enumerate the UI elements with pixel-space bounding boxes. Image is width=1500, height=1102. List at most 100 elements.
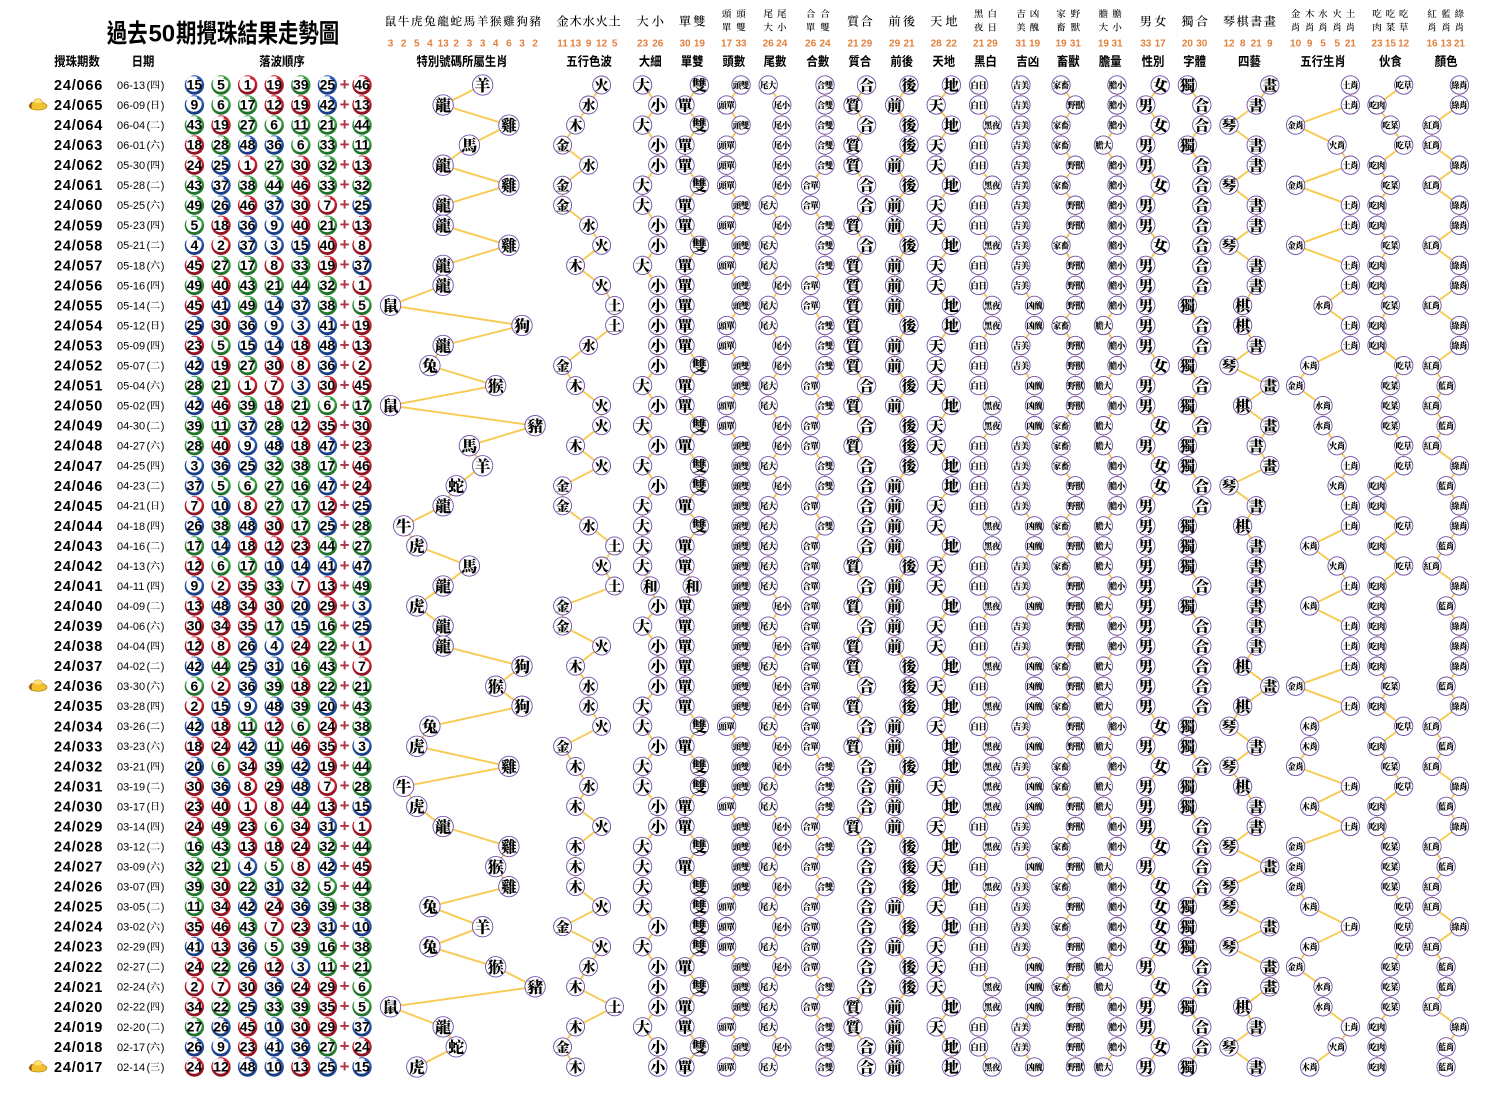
svg-text:+: + bbox=[340, 756, 350, 775]
svg-text:43: 43 bbox=[240, 277, 256, 293]
svg-text:28: 28 bbox=[354, 518, 370, 534]
svg-text:24/021: 24/021 bbox=[54, 980, 103, 996]
svg-text:(: ( bbox=[147, 120, 151, 132]
svg-text:20: 20 bbox=[187, 758, 203, 774]
svg-text:23: 23 bbox=[354, 437, 370, 453]
svg-text:39: 39 bbox=[266, 758, 282, 774]
svg-text:37: 37 bbox=[240, 417, 256, 433]
svg-text:39: 39 bbox=[293, 77, 309, 93]
svg-text:23: 23 bbox=[187, 337, 203, 353]
svg-text:40: 40 bbox=[213, 798, 229, 814]
svg-text:25: 25 bbox=[213, 157, 229, 173]
svg-text:39: 39 bbox=[293, 938, 309, 954]
svg-text:02-14: 02-14 bbox=[117, 1062, 145, 1074]
svg-text:2: 2 bbox=[453, 39, 459, 50]
svg-text:41: 41 bbox=[320, 558, 336, 574]
svg-text:(: ( bbox=[147, 962, 151, 974]
svg-text:24/056: 24/056 bbox=[54, 278, 103, 294]
svg-text:+: + bbox=[340, 576, 350, 595]
svg-text:42: 42 bbox=[293, 758, 309, 774]
svg-text:25: 25 bbox=[320, 518, 336, 534]
svg-text:): ) bbox=[161, 280, 165, 292]
svg-text:1: 1 bbox=[244, 77, 252, 93]
svg-text:17: 17 bbox=[1155, 39, 1167, 50]
svg-text:38: 38 bbox=[354, 718, 370, 734]
svg-text:27: 27 bbox=[354, 538, 370, 554]
svg-text:40: 40 bbox=[213, 437, 229, 453]
svg-text:49: 49 bbox=[213, 818, 229, 834]
svg-text:31: 31 bbox=[1111, 39, 1123, 50]
svg-text:+: + bbox=[340, 516, 350, 535]
svg-text:7: 7 bbox=[217, 978, 225, 994]
svg-text:5: 5 bbox=[270, 858, 278, 874]
svg-text:+: + bbox=[340, 796, 350, 815]
svg-text:6: 6 bbox=[217, 758, 225, 774]
svg-text:21: 21 bbox=[847, 39, 859, 50]
svg-text:24/063: 24/063 bbox=[54, 138, 103, 154]
svg-text:24/030: 24/030 bbox=[54, 799, 103, 815]
svg-text:(: ( bbox=[147, 240, 151, 252]
svg-text:12: 12 bbox=[293, 417, 309, 433]
svg-text:43: 43 bbox=[240, 918, 256, 934]
svg-text:26: 26 bbox=[240, 638, 256, 654]
svg-text:31: 31 bbox=[320, 918, 336, 934]
svg-text:30: 30 bbox=[293, 157, 309, 173]
svg-text:): ) bbox=[161, 240, 165, 252]
svg-text:04-06: 04-06 bbox=[117, 621, 145, 633]
svg-text:45: 45 bbox=[187, 257, 203, 273]
svg-text:8: 8 bbox=[1240, 39, 1246, 50]
svg-text:03-23: 03-23 bbox=[117, 741, 145, 753]
svg-text:): ) bbox=[161, 882, 165, 894]
svg-text:05-09: 05-09 bbox=[117, 340, 145, 352]
svg-text:24/059: 24/059 bbox=[54, 218, 103, 234]
svg-text:(: ( bbox=[147, 882, 151, 894]
svg-text:27: 27 bbox=[240, 357, 256, 373]
svg-text:+: + bbox=[340, 836, 350, 855]
svg-text:34: 34 bbox=[240, 598, 256, 614]
svg-text:+: + bbox=[340, 375, 350, 394]
svg-text:04-09: 04-09 bbox=[117, 601, 145, 613]
svg-text:): ) bbox=[161, 220, 165, 232]
svg-text:32: 32 bbox=[266, 457, 282, 473]
svg-text:2: 2 bbox=[401, 39, 407, 50]
svg-text:9: 9 bbox=[244, 437, 252, 453]
svg-text:13: 13 bbox=[354, 217, 370, 233]
svg-text:15: 15 bbox=[240, 337, 256, 353]
svg-text:(: ( bbox=[147, 641, 151, 653]
svg-text:02-29: 02-29 bbox=[117, 942, 145, 954]
svg-text:21: 21 bbox=[1251, 39, 1263, 50]
svg-text:36: 36 bbox=[266, 137, 282, 153]
svg-text:21: 21 bbox=[903, 39, 915, 50]
svg-text:19: 19 bbox=[694, 39, 706, 50]
svg-text:+: + bbox=[340, 937, 350, 956]
svg-text:25: 25 bbox=[240, 998, 256, 1014]
svg-text:23: 23 bbox=[187, 798, 203, 814]
svg-text:33: 33 bbox=[735, 39, 747, 50]
svg-text:+: + bbox=[340, 395, 350, 414]
svg-text:+: + bbox=[340, 536, 350, 555]
svg-text:8: 8 bbox=[270, 798, 278, 814]
svg-text:2: 2 bbox=[217, 678, 225, 694]
svg-text:24/058: 24/058 bbox=[54, 238, 103, 254]
svg-text:(: ( bbox=[147, 601, 151, 613]
svg-text:+: + bbox=[340, 816, 350, 835]
svg-text:21: 21 bbox=[1345, 39, 1357, 50]
svg-text:5: 5 bbox=[358, 998, 366, 1014]
svg-text:36: 36 bbox=[240, 678, 256, 694]
svg-text:41: 41 bbox=[266, 1039, 282, 1055]
svg-text:(: ( bbox=[147, 180, 151, 192]
svg-text:37: 37 bbox=[354, 1019, 370, 1035]
svg-text:17: 17 bbox=[187, 538, 203, 554]
svg-text:06-13: 06-13 bbox=[117, 80, 145, 92]
svg-text:+: + bbox=[340, 957, 350, 976]
svg-text:15: 15 bbox=[354, 1059, 370, 1075]
svg-text:+: + bbox=[340, 115, 350, 134]
svg-text:(: ( bbox=[147, 100, 151, 112]
svg-text:12: 12 bbox=[320, 497, 336, 513]
svg-text:23: 23 bbox=[637, 39, 649, 50]
svg-text:24: 24 bbox=[293, 638, 309, 654]
svg-text:30: 30 bbox=[240, 978, 256, 994]
svg-text:): ) bbox=[161, 381, 165, 393]
svg-text:30: 30 bbox=[187, 618, 203, 634]
svg-text:44: 44 bbox=[266, 177, 282, 193]
